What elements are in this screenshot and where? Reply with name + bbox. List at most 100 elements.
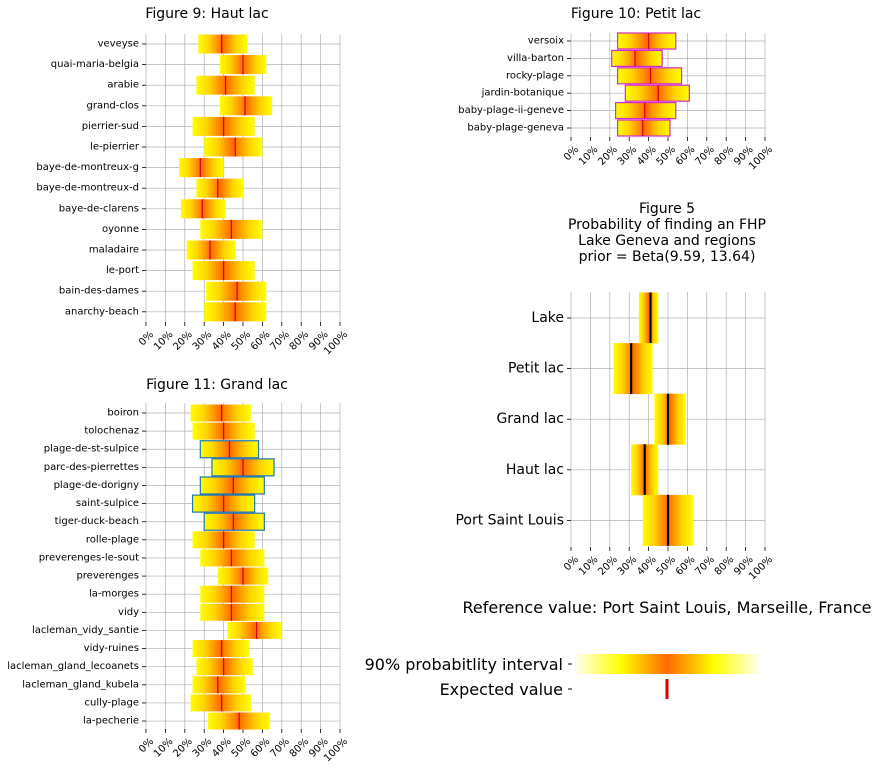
category-label: la-morges xyxy=(89,589,139,600)
interval-bar xyxy=(611,49,663,68)
interval-bar xyxy=(616,67,683,85)
category-label: boiron xyxy=(107,408,139,419)
x-tick-label: 40% xyxy=(635,554,659,578)
category-label: plage-de-st-sulpice xyxy=(44,444,139,455)
x-tick-label: 50% xyxy=(655,554,679,578)
category-label: vidy xyxy=(118,607,139,618)
category-label: Haut lac xyxy=(506,462,564,478)
interval-bar xyxy=(192,640,249,658)
interval-bar xyxy=(624,84,690,102)
x-tick-label: 80% xyxy=(713,144,737,168)
category-label: la-pecherie xyxy=(83,716,139,727)
interval-bar xyxy=(203,512,265,531)
category-label: rocky-plage xyxy=(506,70,564,81)
category-label: arabie xyxy=(107,80,139,91)
interval-bar xyxy=(200,603,265,621)
category-label: Lake xyxy=(531,310,564,326)
chart-title-line: Figure 5 xyxy=(639,201,695,217)
chart-title: Figure 9: Haut lac xyxy=(145,6,268,22)
category-label: baby-plage-ii-geneve xyxy=(458,105,564,116)
category-label: lacleman_vidy_santie xyxy=(32,625,139,636)
x-tick-label: 50% xyxy=(230,329,254,353)
chart-lake-geneva-regions: Figure 5 Probability of finding an FHP Lak… xyxy=(455,201,775,582)
category-label: preverenges xyxy=(76,571,139,582)
category-label: preverenges-le-sout xyxy=(39,552,139,563)
x-tick-label: 10% xyxy=(152,329,176,353)
interval-bar xyxy=(638,292,659,344)
category-label: baye-de-clarens xyxy=(59,203,139,214)
x-tick-label: 30% xyxy=(616,554,640,578)
category-label: quai-maria-belgia xyxy=(51,59,139,70)
category-label: baye-de-montreux-d xyxy=(36,183,139,194)
interval-bar xyxy=(198,34,247,54)
chart-title: Figure 5 Probability of finding an FHP Lak… xyxy=(568,201,766,265)
interval-bar xyxy=(200,549,265,567)
x-tick-label: 30% xyxy=(191,329,215,353)
category-label: baby-plage-geneva xyxy=(467,123,564,134)
legend-title: Reference value: Port Saint Louis, Marse… xyxy=(463,598,872,617)
x-tick-label: 10% xyxy=(577,144,601,168)
category-label: baye-de-montreux-g xyxy=(36,162,139,173)
legend-interval-swatch xyxy=(575,654,760,674)
x-tick-label: 70% xyxy=(693,554,717,578)
interval-bar xyxy=(190,404,251,422)
category-label: lacleman_gland_kubela xyxy=(22,679,139,690)
interval-bar xyxy=(192,676,245,694)
x-tick-label: 20% xyxy=(596,144,620,168)
chart-title: Figure 11: Grand lac xyxy=(146,377,288,393)
category-label: grand-clos xyxy=(87,100,140,111)
category-label: maladaire xyxy=(89,245,139,256)
category-label: oyonne xyxy=(102,224,139,235)
x-tick-label: 70% xyxy=(268,736,292,760)
x-tick-label: 10% xyxy=(577,554,601,578)
x-tick-label: 80% xyxy=(288,736,312,760)
interval-bar xyxy=(196,658,253,676)
category-label: tolochenaz xyxy=(84,426,139,437)
category-label: versoix xyxy=(528,36,564,47)
category-label: veveyse xyxy=(98,39,139,50)
chart-title-line: Figure 9: Haut lac xyxy=(145,6,268,22)
x-tick-label: 20% xyxy=(596,554,620,578)
x-tick-label: 80% xyxy=(713,554,737,578)
x-tick-label: 40% xyxy=(635,144,659,168)
interval-bar xyxy=(200,585,265,603)
x-tick-label: 60% xyxy=(674,554,698,578)
x-tick-label: 70% xyxy=(268,329,292,353)
x-tick-label: 30% xyxy=(191,736,215,760)
x-tick-label: 40% xyxy=(210,329,234,353)
chart-title-line: prior = Beta(9.59, 13.64) xyxy=(579,249,756,265)
interval-bar xyxy=(180,199,226,219)
x-tick-label: 20% xyxy=(171,329,195,353)
chart-title-line: Probability of finding an FHP xyxy=(568,217,766,233)
chart-title-line: Lake Geneva and regions xyxy=(578,233,756,249)
x-tick-label: 40% xyxy=(210,736,234,760)
category-label: Grand lac xyxy=(496,411,564,427)
category-label: pierrier-sud xyxy=(82,121,139,132)
interval-bar xyxy=(654,393,686,445)
chart-title-line: Figure 10: Petit lac xyxy=(571,6,701,22)
x-tick-label: 60% xyxy=(249,329,273,353)
category-label: vidy-ruines xyxy=(84,643,139,654)
interval-bar xyxy=(227,621,282,639)
category-label: Petit lac xyxy=(508,361,564,377)
category-label: bain-des-dames xyxy=(59,286,139,297)
x-tick-label: 60% xyxy=(674,144,698,168)
reference-legend: Reference value: Port Saint Louis, Marse… xyxy=(365,598,872,699)
interval-bar xyxy=(190,694,251,712)
category-label: jardin-botanique xyxy=(481,88,564,99)
x-tick-label: 50% xyxy=(655,144,679,168)
interval-bar xyxy=(186,240,236,260)
category-label: saint-sulpice xyxy=(76,498,139,509)
x-tick-label: 10% xyxy=(152,736,176,760)
category-label: anarchy-beach xyxy=(65,306,139,317)
interval-bar xyxy=(616,32,677,50)
category-label: rolle-plage xyxy=(86,534,139,545)
interval-bar xyxy=(219,96,273,116)
category-label: Port Saint Louis xyxy=(455,512,564,528)
chart-petit-lac: Figure 10: Petit lac0%10%20%30%40%50%60%… xyxy=(458,6,775,172)
interval-bar xyxy=(616,119,671,137)
interval-bar xyxy=(206,281,267,301)
interval-bar xyxy=(196,178,243,198)
interval-bar xyxy=(613,343,653,395)
interval-bar xyxy=(204,137,263,157)
